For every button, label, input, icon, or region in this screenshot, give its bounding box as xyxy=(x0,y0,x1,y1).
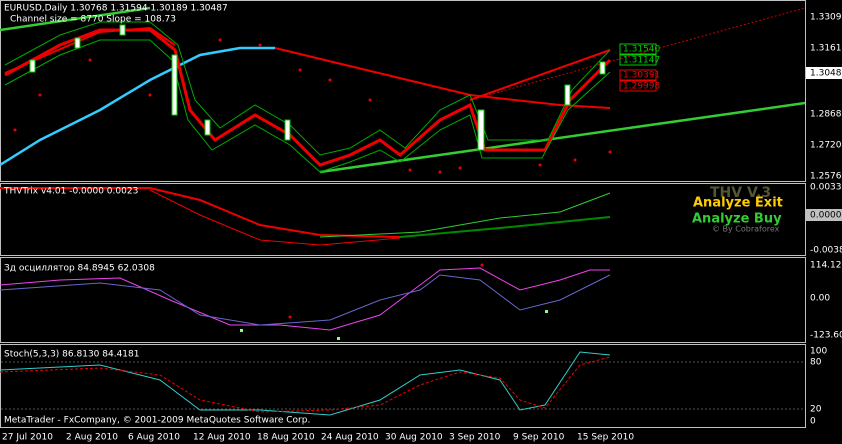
current-price: 1.30487 xyxy=(810,69,842,79)
date-axis: 27 Jul 2010 2 Aug 2010 6 Aug 2010 12 Aug… xyxy=(2,433,634,443)
axis-label: 0.0033 xyxy=(810,183,842,193)
axis-label: 20 xyxy=(810,405,822,415)
date-label: 3 Sep 2010 xyxy=(449,433,501,443)
axis-label: 0.00 xyxy=(810,294,830,304)
axis-label: -0.0038 xyxy=(810,246,842,256)
date-label: 15 Sep 2010 xyxy=(577,433,634,443)
axis-label: 1.31610 xyxy=(810,44,842,54)
trix-header: THVTrix v4.01 -0.0000 0.0023 xyxy=(3,187,138,197)
price-box: 1.30391 xyxy=(623,71,660,81)
oscillator-drawing xyxy=(0,263,611,340)
date-label: 6 Aug 2010 xyxy=(128,433,180,443)
price-box: 1.31147 xyxy=(623,56,660,66)
current-price-box xyxy=(806,67,842,79)
date-label: 2 Aug 2010 xyxy=(66,433,118,443)
oscillator-header: Зд осциллятор 84.8945 62.0308 xyxy=(4,264,155,274)
credit: © By Cobraforex xyxy=(712,225,780,234)
date-label: 9 Sep 2010 xyxy=(513,433,565,443)
axis-label: 1.27200 xyxy=(810,141,842,151)
price-drawing xyxy=(0,6,806,174)
date-label: 30 Aug 2010 xyxy=(385,433,443,443)
axis-label: 1.25760 xyxy=(810,172,842,182)
analyze-exit: Analyze Exit xyxy=(693,196,783,211)
price-box: 1.29998 xyxy=(623,82,660,92)
price-box: 1.31540 xyxy=(623,45,660,55)
stoch-drawing xyxy=(0,351,805,416)
analyze-buy: Analyze Buy xyxy=(692,212,782,227)
date-label: 24 Aug 2010 xyxy=(321,433,379,443)
brand: THV V.3 xyxy=(710,185,771,201)
axis-label: 1.28685 xyxy=(810,110,842,120)
panel-frames xyxy=(0,0,806,428)
axis-label: 100 xyxy=(810,347,827,357)
chart-header: EURUSD,Daily 1.30768 1.31594 1.30189 1.3… xyxy=(4,4,228,14)
axis-label: 114.1204 xyxy=(810,261,842,271)
date-label: 27 Jul 2010 xyxy=(2,433,53,443)
channel-info: Channel size = 8770 Slope = 108.73 xyxy=(10,15,176,25)
trix-drawing xyxy=(0,187,611,246)
axis-label: 80 xyxy=(810,358,822,368)
axis-label: -123.6082 xyxy=(810,331,842,341)
date-label: 18 Aug 2010 xyxy=(257,433,315,443)
stoch-header: Stoch(5,3,3) 86.8130 84.4181 xyxy=(4,350,139,360)
current-value-box xyxy=(806,209,842,221)
axis-label: 0 xyxy=(810,417,816,427)
price-boxes: 1.31540 1.31147 1.30391 1.29998 xyxy=(619,43,660,92)
footer: MetaTrader - FxCompany, © 2001-2009 Meta… xyxy=(4,416,310,426)
axis-label: 1.33095 xyxy=(810,13,842,23)
date-label: 12 Aug 2010 xyxy=(193,433,251,443)
